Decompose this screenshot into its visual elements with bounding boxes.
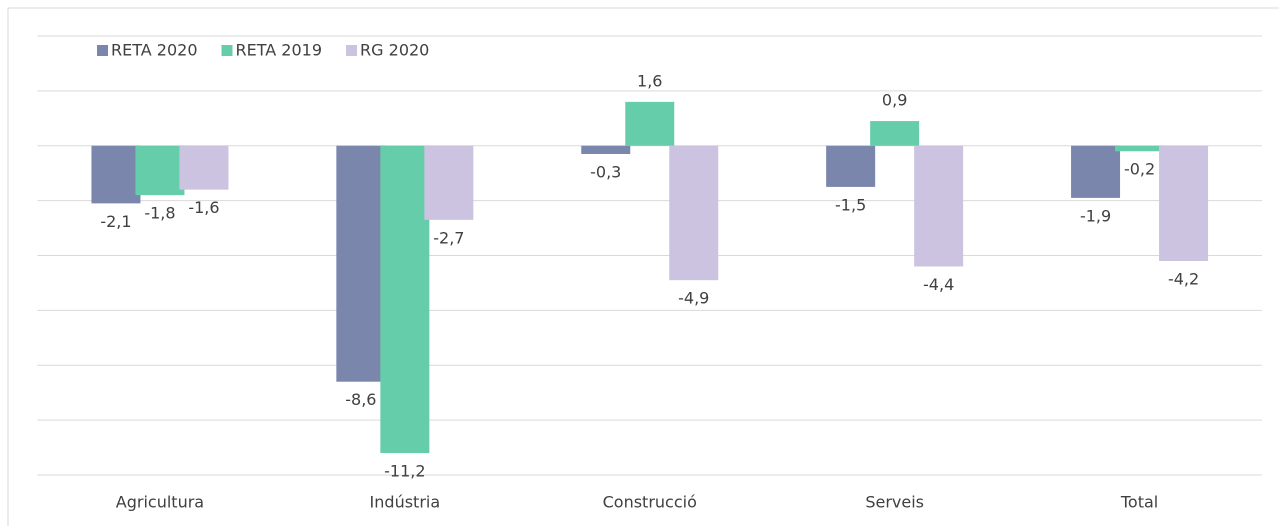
bar xyxy=(424,145,474,220)
data-label: -11,2 xyxy=(384,462,425,481)
bar xyxy=(91,145,141,204)
data-label: -8,6 xyxy=(345,390,376,409)
chart-frame xyxy=(7,7,1279,526)
bar xyxy=(625,101,675,146)
legend-swatch xyxy=(97,45,108,56)
x-tick-label: Construcció xyxy=(603,493,697,512)
x-tick-label: Serveis xyxy=(865,493,924,512)
data-label: -0,3 xyxy=(590,162,621,181)
bar xyxy=(826,145,876,187)
data-label: -4,9 xyxy=(678,289,709,308)
legend-label: RETA 2019 xyxy=(236,41,323,60)
data-label: -2,7 xyxy=(433,228,464,247)
data-label: -4,4 xyxy=(923,275,954,294)
legend-swatch xyxy=(221,45,233,56)
bar xyxy=(179,145,229,190)
bar xyxy=(380,145,430,454)
data-label: -1,9 xyxy=(1080,206,1111,225)
legend-label: RETA 2020 xyxy=(111,41,198,60)
legend-swatch xyxy=(346,45,358,56)
x-tick-label: Total xyxy=(1120,493,1158,512)
bar xyxy=(914,145,964,267)
legend-label: RG 2020 xyxy=(360,41,429,60)
data-label: -1,6 xyxy=(188,198,219,217)
bar xyxy=(336,145,386,382)
data-label: 1,6 xyxy=(637,71,662,90)
bar xyxy=(669,145,719,281)
data-label: -1,5 xyxy=(835,195,866,214)
data-label: -2,1 xyxy=(100,212,131,231)
x-tick-label: Indústria xyxy=(370,493,441,512)
bar xyxy=(870,121,920,146)
data-label: -4,2 xyxy=(1168,269,1199,288)
data-label: -0,2 xyxy=(1124,160,1155,179)
x-tick-label: Agricultura xyxy=(116,493,204,512)
bar xyxy=(1115,145,1165,152)
bar xyxy=(1071,145,1121,198)
bar xyxy=(581,145,631,154)
bar xyxy=(1159,145,1209,261)
bar xyxy=(135,145,185,196)
data-label: -1,8 xyxy=(144,204,175,223)
data-label: 0,9 xyxy=(882,91,907,110)
